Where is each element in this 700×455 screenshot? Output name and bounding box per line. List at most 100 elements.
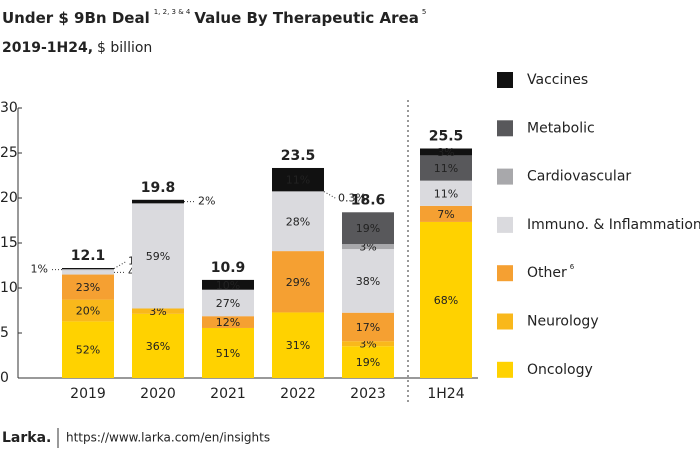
y-tick-label: 5 xyxy=(0,325,9,341)
legend-name: Oncology xyxy=(527,362,593,378)
bar-segment xyxy=(420,221,472,378)
chart-title: Under $ 9Bn Deal 1, 2, 3 & 4 Value By Ther… xyxy=(2,8,426,27)
bar-segment xyxy=(202,279,254,290)
bar-segment xyxy=(62,321,114,378)
bar-segment xyxy=(202,327,254,378)
legend-label: Vaccines xyxy=(527,72,588,88)
legend-label: Oncology xyxy=(527,362,593,378)
y-tick-label: 20 xyxy=(0,190,18,206)
data-label: 7% xyxy=(437,208,454,221)
bar-segment xyxy=(342,346,394,378)
data-label: 12% xyxy=(216,316,240,329)
bar-segment xyxy=(272,312,324,378)
legend-name: Other xyxy=(527,265,567,281)
legend-name: Metabolic xyxy=(527,120,595,136)
legend-swatch xyxy=(497,313,513,330)
legend-swatch xyxy=(497,361,513,378)
bar-segment xyxy=(420,180,472,206)
bar-segment xyxy=(132,199,184,204)
x-tick-label: 1H24 xyxy=(427,386,464,402)
data-label: 0.3% xyxy=(338,192,366,205)
bar-segment xyxy=(272,167,324,192)
bar-segment xyxy=(272,191,324,252)
bar-segment xyxy=(62,269,114,271)
data-label: 19% xyxy=(356,222,380,235)
data-label: 23% xyxy=(76,281,100,294)
total-label: 25.5 xyxy=(429,129,464,145)
y-tick-label: 30 xyxy=(0,100,18,116)
data-label: 11% xyxy=(434,162,458,175)
data-label: 38% xyxy=(356,275,380,288)
leader-line xyxy=(113,261,127,269)
x-tick-label: 2019 xyxy=(70,386,106,402)
data-label: 11% xyxy=(286,174,310,187)
data-label: 52% xyxy=(76,344,100,357)
legend-label: Other 6 xyxy=(527,263,575,281)
data-label: 19% xyxy=(356,356,380,369)
bar-segment xyxy=(132,203,184,309)
legend-label: Immuno. & Inflammation xyxy=(527,217,700,233)
data-label: 28% xyxy=(286,215,310,228)
bar-segment xyxy=(62,274,114,300)
legend-swatch xyxy=(497,265,513,282)
data-label: 68% xyxy=(434,294,458,307)
legend-swatch xyxy=(497,216,513,233)
data-label: 31% xyxy=(286,339,310,352)
total-label: 23.5 xyxy=(281,148,316,164)
bar-segment xyxy=(202,289,254,317)
data-label: 17% xyxy=(356,321,380,334)
bar-segment xyxy=(420,155,472,181)
legend-swatch xyxy=(497,72,513,88)
total-label: 19.8 xyxy=(141,180,176,196)
leader-line xyxy=(323,191,337,199)
legend-label: Cardiovascular xyxy=(527,169,631,185)
legend-name: Vaccines xyxy=(527,72,588,88)
bar-segment xyxy=(62,270,114,275)
x-tick-label: 2023 xyxy=(350,386,386,402)
data-label: 29% xyxy=(286,276,310,289)
y-tick-label: 10 xyxy=(0,280,18,296)
bar-segment xyxy=(420,148,472,156)
y-tick-label: 25 xyxy=(0,145,18,161)
chart-subtitle: 2019-1H24, $ billion xyxy=(2,40,152,56)
bar-segment xyxy=(342,312,394,342)
data-label: 11% xyxy=(434,187,458,200)
data-label: 59% xyxy=(146,250,170,263)
bar-segment xyxy=(202,316,254,328)
data-label: 3% xyxy=(437,146,454,159)
total-label: 10.9 xyxy=(211,260,246,276)
bar-segment xyxy=(132,313,184,378)
x-tick-label: 2021 xyxy=(210,386,246,402)
data-label: 20% xyxy=(76,304,100,317)
data-label: 2% xyxy=(198,195,215,208)
data-label: 27% xyxy=(216,297,240,310)
bar-segment xyxy=(62,299,114,322)
legend-swatch xyxy=(497,168,513,185)
data-label: 51% xyxy=(216,347,240,360)
legend-superscript: 6 xyxy=(570,263,575,271)
total-label: 12.1 xyxy=(71,248,106,264)
bar-segment xyxy=(342,212,394,245)
footer-brand: Larka. xyxy=(2,430,51,446)
y-tick-label: 0 xyxy=(0,370,9,386)
data-label: 10% xyxy=(216,279,240,292)
legend-swatch xyxy=(497,120,513,137)
bar-segment xyxy=(420,205,472,222)
x-tick-label: 2020 xyxy=(140,386,176,402)
y-tick-label: 15 xyxy=(0,235,18,251)
bar-segment xyxy=(342,249,394,313)
bar-segment xyxy=(272,191,324,192)
total-label: 18.6 xyxy=(351,192,386,208)
legend-label: Metabolic xyxy=(527,120,595,136)
footer-url: https://www.larka.com/en/insights xyxy=(66,431,270,445)
legend-name: Immuno. & Inflammation xyxy=(527,217,700,233)
legend-name: Cardiovascular xyxy=(527,169,631,185)
bar-segment xyxy=(342,341,394,347)
legend-name: Neurology xyxy=(527,314,599,330)
bar-segment xyxy=(62,268,114,270)
legend-label: Neurology xyxy=(527,314,599,330)
bar-segment xyxy=(132,308,184,314)
data-label: 1% xyxy=(31,263,48,276)
data-label: 36% xyxy=(146,340,170,353)
